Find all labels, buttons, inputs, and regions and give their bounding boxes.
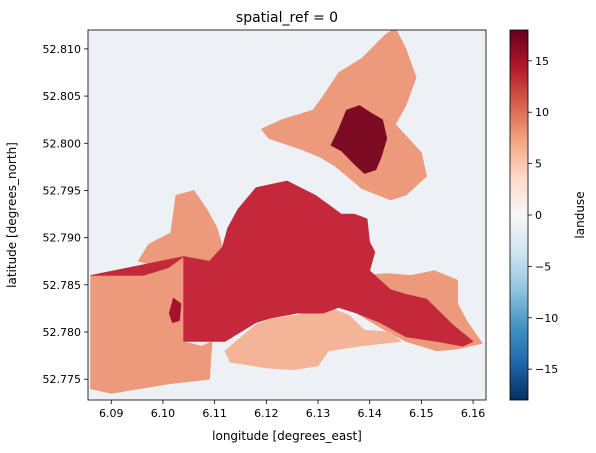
x-tick-label: 6.10: [151, 407, 176, 420]
x-tick-label: 6.14: [357, 407, 382, 420]
colorbar-tick-label: 5: [535, 158, 542, 171]
colorbar-tick-label: 15: [535, 55, 549, 68]
colorbar-tick-label: −10: [535, 312, 558, 325]
colorbar-ticks: 15 10 5 0 −5 −10 −15: [528, 55, 558, 376]
x-tick-label: 6.15: [409, 407, 434, 420]
y-axis-label: latitude [degrees_north]: [5, 142, 19, 288]
colorbar-tick-label: −5: [535, 260, 551, 273]
chart-title: spatial_ref = 0: [236, 10, 338, 26]
y-tick-label: 52.795: [43, 184, 82, 197]
y-tick-label: 52.780: [43, 326, 82, 339]
colorbar: [510, 30, 528, 400]
x-axis-label: longitude [degrees_east]: [212, 429, 362, 443]
x-tick-label: 6.12: [254, 407, 279, 420]
x-tick-label: 6.13: [306, 407, 331, 420]
x-tick-label: 6.09: [99, 407, 124, 420]
y-tick-label: 52.785: [43, 279, 82, 292]
y-tick-label: 52.805: [43, 90, 82, 103]
colorbar-tick-label: −15: [535, 363, 558, 376]
colorbar-label: landuse: [573, 191, 587, 238]
x-tick-label: 6.11: [202, 407, 227, 420]
y-tick-label: 52.790: [43, 232, 82, 245]
y-tick-label: 52.800: [43, 137, 82, 150]
y-axis-ticks: 52.775 52.780 52.785 52.790 52.795 52.800 52.8…: [43, 43, 89, 386]
y-tick-label: 52.775: [43, 373, 82, 386]
colorbar-tick-label: 10: [535, 106, 549, 119]
colorbar-tick-label: 0: [535, 209, 542, 222]
y-tick-label: 52.810: [43, 43, 82, 56]
x-axis-ticks: 6.09 6.10 6.11 6.12 6.13 6.14 6.15 6.16: [99, 400, 485, 420]
x-tick-label: 6.16: [461, 407, 486, 420]
